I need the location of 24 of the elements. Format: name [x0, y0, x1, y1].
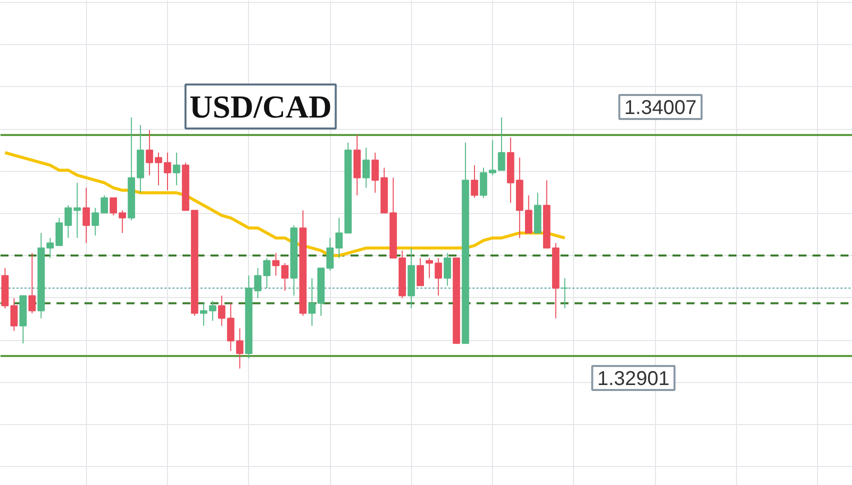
- candlestick: [488, 140, 496, 176]
- candlestick: [172, 152, 180, 186]
- candlestick: [28, 252, 36, 314]
- candlestick: [118, 210, 126, 234]
- candlestick: [326, 237, 334, 272]
- candlestick: [498, 116, 506, 171]
- candlestick: [263, 258, 270, 289]
- candlestick: [362, 147, 370, 188]
- text: 1.32901: [597, 368, 670, 390]
- candlestick: [308, 278, 316, 326]
- candlestick: [110, 197, 118, 216]
- candlestick: [335, 217, 343, 259]
- chart-title: USD/CAD: [190, 88, 332, 124]
- candlestick: [154, 152, 162, 186]
- candlestick: [416, 258, 424, 286]
- text: 1.34007: [624, 97, 697, 120]
- candlestick: [82, 187, 90, 244]
- candlestick: [480, 167, 488, 198]
- candlestick: [561, 278, 568, 309]
- candlestick: [444, 252, 452, 286]
- candlestick: [164, 152, 172, 191]
- candlestick: [470, 164, 478, 198]
- candlestick: [10, 298, 18, 332]
- candlestick: [146, 130, 154, 176]
